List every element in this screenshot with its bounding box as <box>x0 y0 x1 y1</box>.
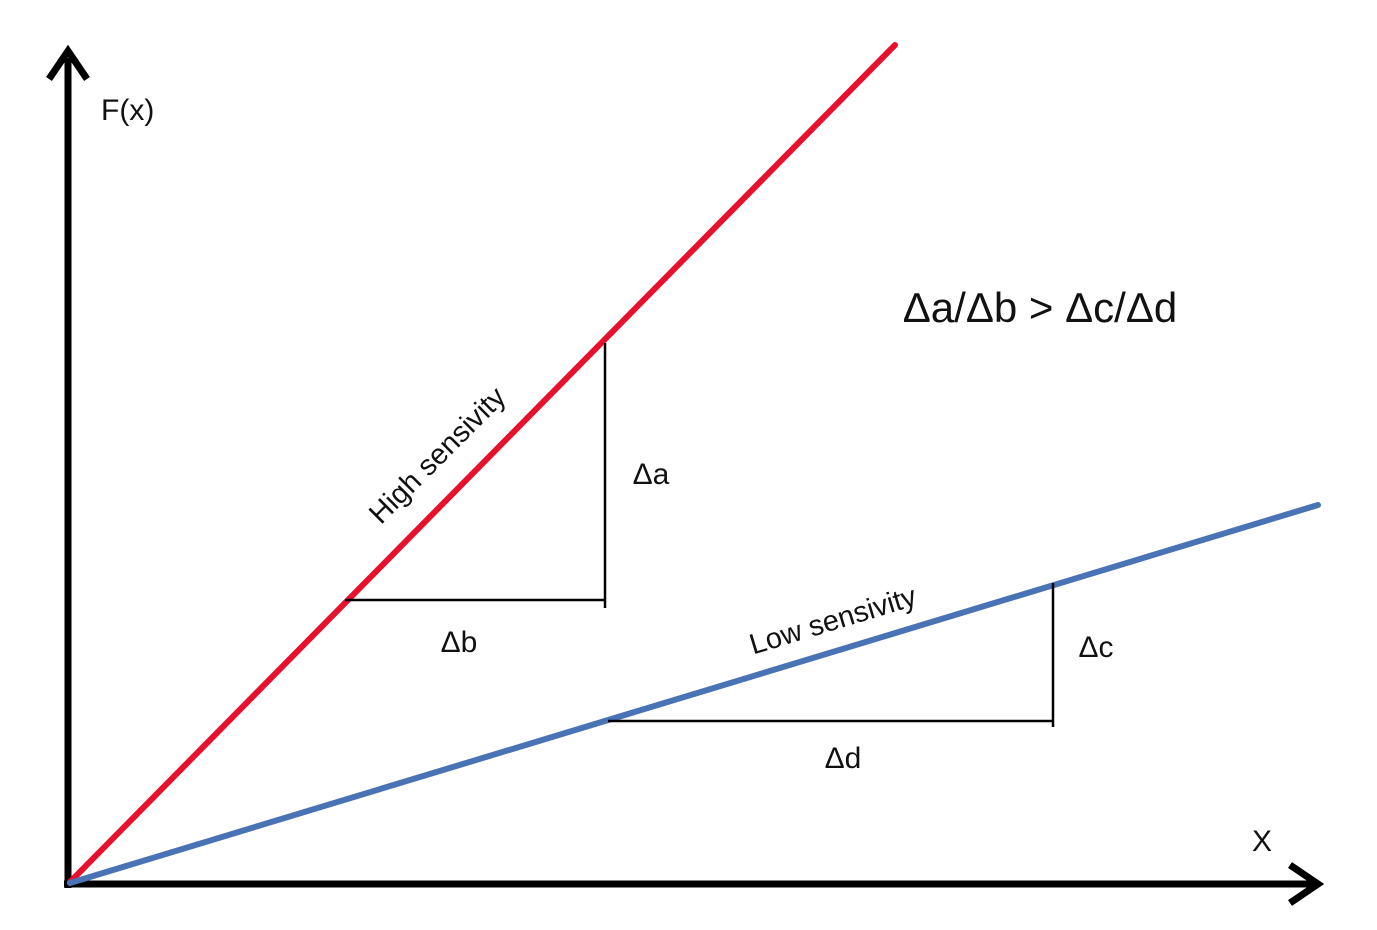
low-sensitivity-line <box>67 502 1321 886</box>
high-sensitivity-line <box>67 42 898 885</box>
delta-b-label: Δb <box>441 626 478 659</box>
delta-c-label: Δc <box>1078 631 1113 664</box>
sensitivity-formula: Δa/Δb > Δc/Δd <box>903 284 1178 331</box>
y-axis-arrowhead <box>46 44 90 81</box>
x-axis-label: X <box>1252 825 1272 858</box>
delta-d-label: Δd <box>825 742 862 775</box>
x-axis-arrowhead <box>1288 862 1325 906</box>
y-axis-label: F(x) <box>101 94 154 127</box>
axes <box>46 44 1325 906</box>
delta-a-label: Δa <box>633 458 670 491</box>
delta-triangle-high <box>345 343 607 608</box>
delta-triangle-low <box>608 583 1055 727</box>
